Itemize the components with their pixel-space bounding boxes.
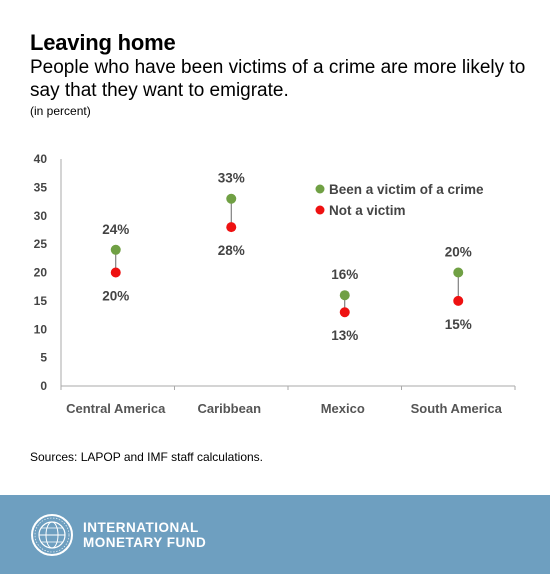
non-victim-point xyxy=(110,267,121,278)
chart-legend: Been a victim of a crime Not a victim xyxy=(315,182,484,218)
org-name: INTERNATIONAL MONETARY FUND xyxy=(83,520,206,550)
data-label: 13% xyxy=(331,328,358,343)
y-tick-label: 35 xyxy=(34,180,48,194)
non-victim-point xyxy=(339,307,350,318)
chart-header: Leaving home People who have been victim… xyxy=(30,30,530,118)
data-label: 20% xyxy=(102,289,129,304)
non-victim-point xyxy=(453,295,464,306)
legend-label: Been a victim of a crime xyxy=(329,182,484,197)
x-tick-label: Central America xyxy=(66,401,166,416)
data-label: 20% xyxy=(445,245,472,260)
x-tick-label: South America xyxy=(411,401,503,416)
unit-note: (in percent) xyxy=(30,104,91,118)
chart-marks: 24% 33% 16% 20% 20% 28% 13% 15% xyxy=(102,171,472,344)
x-tick-label: Caribbean xyxy=(197,401,261,416)
dot-plot-chart: 0 5 10 15 20 25 30 35 40 Central America Caribbean… xyxy=(34,152,516,416)
source-note: Sources: LAPOP and IMF staff calculation… xyxy=(30,450,264,464)
imf-footer: INTERNATIONAL MONETARY FUND xyxy=(0,495,550,574)
y-tick-label: 15 xyxy=(34,294,48,308)
victim-point xyxy=(453,267,464,278)
victim-point xyxy=(110,244,121,255)
y-tick-label: 5 xyxy=(40,351,47,365)
chart-title: Leaving home xyxy=(30,30,176,55)
chart-axes: 0 5 10 15 20 25 30 35 40 Central America Caribbean… xyxy=(34,152,516,416)
data-label: 24% xyxy=(102,222,129,237)
legend-marker xyxy=(315,205,325,215)
data-label: 15% xyxy=(445,317,472,332)
y-tick-label: 0 xyxy=(40,379,47,393)
data-label: 33% xyxy=(218,171,245,186)
x-tick-label: Mexico xyxy=(321,401,365,416)
y-tick-label: 25 xyxy=(34,237,48,251)
y-tick-label: 30 xyxy=(34,209,48,223)
org-name-line2: MONETARY FUND xyxy=(83,535,207,550)
data-label: 16% xyxy=(331,267,358,282)
victim-point xyxy=(339,290,350,301)
legend-marker xyxy=(315,184,325,194)
victim-point xyxy=(226,193,237,204)
y-tick-label: 20 xyxy=(34,266,48,280)
data-label: 28% xyxy=(218,243,245,258)
org-name-line1: INTERNATIONAL xyxy=(83,520,199,535)
imf-seal-icon xyxy=(31,514,73,556)
non-victim-point xyxy=(226,222,237,233)
y-tick-label: 40 xyxy=(34,152,48,166)
chart-subtitle: People who have been victims of a crime … xyxy=(30,57,526,101)
y-tick-label: 10 xyxy=(34,322,48,336)
legend-label: Not a victim xyxy=(329,203,406,218)
